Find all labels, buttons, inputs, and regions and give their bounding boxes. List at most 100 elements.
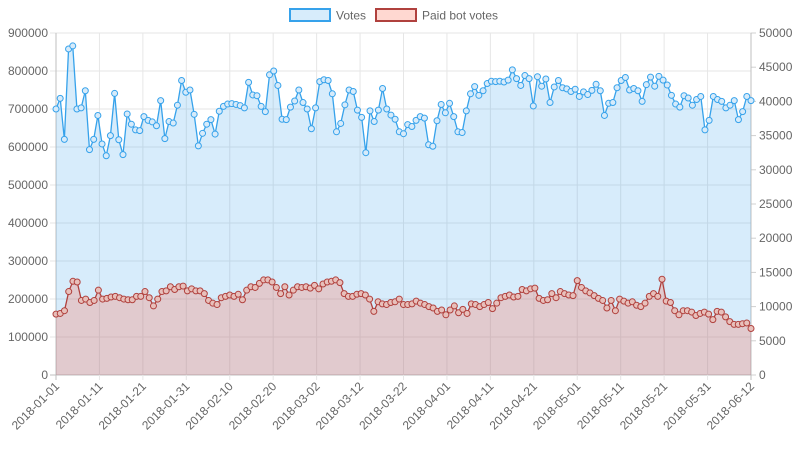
data-point[interactable] xyxy=(667,91,675,99)
data-point[interactable] xyxy=(90,296,98,304)
data-point[interactable] xyxy=(56,94,64,102)
data-point[interactable] xyxy=(81,87,89,95)
data-point[interactable] xyxy=(705,310,713,318)
data-point[interactable] xyxy=(98,140,106,148)
data-point[interactable] xyxy=(684,94,692,102)
data-point[interactable] xyxy=(647,73,655,81)
data-point[interactable] xyxy=(408,122,416,130)
data-point[interactable] xyxy=(303,105,311,113)
data-point[interactable] xyxy=(173,101,181,109)
data-point[interactable] xyxy=(136,127,144,135)
data-point[interactable] xyxy=(69,42,77,50)
data-point[interactable] xyxy=(194,142,202,150)
data-point[interactable] xyxy=(141,288,149,296)
data-point[interactable] xyxy=(199,129,207,137)
data-point[interactable] xyxy=(186,86,194,94)
data-point[interactable] xyxy=(479,87,487,95)
data-point[interactable] xyxy=(203,120,211,128)
data-point[interactable] xyxy=(569,292,577,300)
data-point[interactable] xyxy=(446,306,454,314)
data-point[interactable] xyxy=(361,291,369,299)
data-point[interactable] xyxy=(546,99,554,107)
data-point[interactable] xyxy=(395,295,403,303)
data-point[interactable] xyxy=(178,77,186,84)
data-point[interactable] xyxy=(533,73,541,81)
data-point[interactable] xyxy=(588,86,596,94)
data-point[interactable] xyxy=(234,290,242,298)
data-point[interactable] xyxy=(215,107,223,115)
data-point[interactable] xyxy=(123,110,131,118)
data-point[interactable] xyxy=(542,75,550,83)
data-point[interactable] xyxy=(584,91,592,99)
data-point[interactable] xyxy=(743,92,751,100)
data-point[interactable] xyxy=(77,104,85,112)
data-point[interactable] xyxy=(433,117,441,125)
data-point[interactable] xyxy=(374,106,382,114)
data-point[interactable] xyxy=(102,152,110,160)
data-point[interactable] xyxy=(529,102,537,110)
data-point[interactable] xyxy=(697,92,705,100)
data-point[interactable] xyxy=(513,75,521,83)
data-point[interactable] xyxy=(366,107,374,115)
data-point[interactable] xyxy=(484,299,492,306)
data-point[interactable] xyxy=(459,305,467,313)
data-point[interactable] xyxy=(621,73,629,81)
data-point[interactable] xyxy=(333,128,341,136)
data-point[interactable] xyxy=(717,308,725,316)
data-point[interactable] xyxy=(592,80,600,88)
data-point[interactable] xyxy=(349,88,357,96)
data-point[interactable] xyxy=(446,99,454,107)
data-point[interactable] xyxy=(157,97,165,105)
data-point[interactable] xyxy=(531,284,539,292)
data-point[interactable] xyxy=(655,72,663,80)
data-point[interactable] xyxy=(387,111,395,119)
data-point[interactable] xyxy=(270,67,278,75)
data-point[interactable] xyxy=(391,115,399,123)
data-point[interactable] xyxy=(179,282,187,290)
data-point[interactable] xyxy=(90,135,98,143)
data-point[interactable] xyxy=(127,120,135,128)
data-point[interactable] xyxy=(358,113,366,121)
data-point[interactable] xyxy=(544,296,552,304)
data-point[interactable] xyxy=(658,275,666,283)
data-point[interactable] xyxy=(659,76,667,84)
data-point[interactable] xyxy=(701,126,709,134)
data-point[interactable] xyxy=(514,292,522,300)
legend[interactable]: Votes Paid bot votes xyxy=(289,8,498,23)
data-point[interactable] xyxy=(207,116,215,124)
data-point[interactable] xyxy=(341,101,349,109)
data-point[interactable] xyxy=(251,283,259,291)
data-point[interactable] xyxy=(253,92,261,100)
data-point[interactable] xyxy=(688,101,696,109)
data-point[interactable] xyxy=(295,86,303,94)
data-point[interactable] xyxy=(475,91,483,99)
data-point[interactable] xyxy=(429,142,437,150)
data-point[interactable] xyxy=(634,87,642,95)
data-point[interactable] xyxy=(152,122,160,130)
data-point[interactable] xyxy=(538,82,546,90)
data-point[interactable] xyxy=(291,97,299,105)
data-point[interactable] xyxy=(370,118,378,126)
data-point[interactable] xyxy=(450,302,458,310)
data-point[interactable] xyxy=(145,294,153,302)
data-point[interactable] xyxy=(718,97,726,105)
data-point[interactable] xyxy=(282,116,290,124)
data-point[interactable] xyxy=(286,103,294,111)
data-point[interactable] xyxy=(596,87,604,95)
data-point[interactable] xyxy=(420,114,428,122)
data-point[interactable] xyxy=(149,302,157,310)
legend-swatch-paid-bot-votes[interactable] xyxy=(375,8,417,22)
data-point[interactable] xyxy=(450,113,458,121)
data-point[interactable] xyxy=(268,278,276,286)
legend-label-paid-bot-votes[interactable]: Paid bot votes xyxy=(422,9,498,23)
data-point[interactable] xyxy=(471,83,479,91)
data-point[interactable] xyxy=(85,146,93,154)
data-point[interactable] xyxy=(747,324,755,332)
data-point[interactable] xyxy=(285,291,293,299)
data-point[interactable] xyxy=(274,81,282,89)
data-point[interactable] xyxy=(613,84,621,92)
data-point[interactable] xyxy=(94,111,102,119)
data-point[interactable] xyxy=(362,149,370,157)
data-point[interactable] xyxy=(238,296,246,304)
data-point[interactable] xyxy=(609,99,617,107)
